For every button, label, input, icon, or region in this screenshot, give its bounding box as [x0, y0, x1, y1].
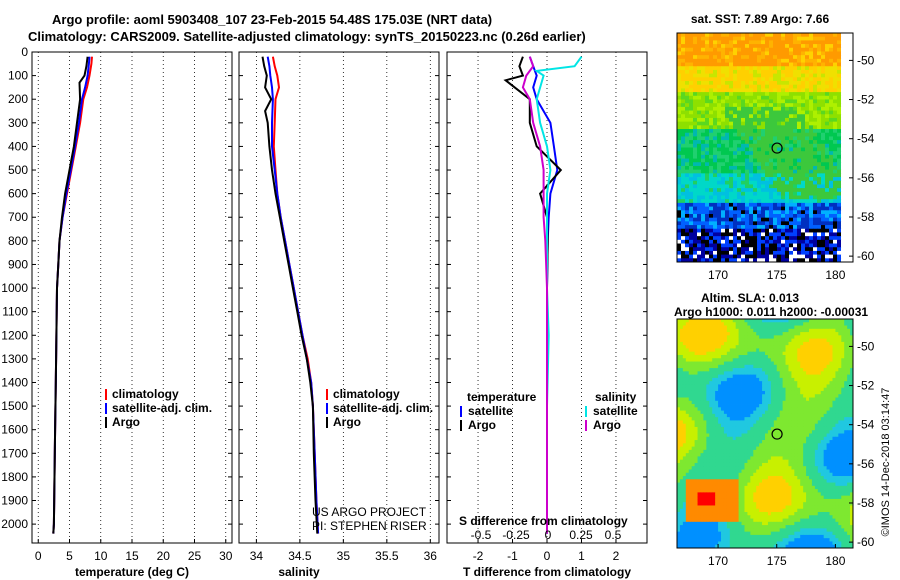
page-title-line1: Argo profile: aoml 5903408_107 23-Feb-20…: [52, 12, 493, 27]
salinity-legend-label: climatology: [333, 387, 400, 401]
sla_map-xtick-label: 170: [708, 554, 728, 568]
difference-xtick-label: 0: [544, 549, 551, 563]
sst_map-xtick-label: 170: [708, 268, 728, 282]
sla-map-title-line2: Argo h1000: 0.011 h2000: -0.00031: [674, 305, 868, 319]
difference-xtick-label: 2: [613, 549, 620, 563]
depth-tick-label: 500: [8, 163, 28, 177]
diff-s-tick-label: -0.5: [471, 528, 492, 542]
depth-tick-label: 1600: [1, 423, 28, 437]
depth-tick-label: 1400: [1, 375, 28, 389]
salinity-xtick-label: 35.5: [375, 549, 399, 563]
salinity-legend-label: Argo: [333, 415, 361, 429]
salinity-legend-label: satellite-adj. clim.: [333, 401, 433, 415]
temperature-xlabel: temperature (deg C): [75, 565, 189, 579]
sla_map-heatmap-grid: [677, 319, 854, 549]
salinity-xtick-label: 35: [337, 549, 351, 563]
sla_map-ytick-label: -50: [857, 339, 875, 353]
sla_map-float-position-marker: [771, 428, 783, 440]
sst_map-xtick-label: 175: [767, 268, 787, 282]
temperature-xtick-label: 10: [94, 549, 108, 563]
sla_map-xtick-label: 180: [825, 554, 845, 568]
sst_map-ytick-label: -50: [857, 53, 875, 67]
sla_map-xtick-label: 175: [767, 554, 787, 568]
salinity-xtick-label: 34.5: [288, 549, 312, 563]
diff-s-tick-label: 0.5: [605, 528, 622, 542]
depth-tick-label: 1200: [1, 328, 28, 342]
sst_map-xtick-label: 180: [825, 268, 845, 282]
difference-series-s-satellite: [533, 56, 583, 534]
temperature-xtick-label: 20: [157, 549, 171, 563]
diff-legend-temperature-label: Argo: [468, 418, 496, 432]
temperature-legend-label: climatology: [112, 387, 179, 401]
depth-tick-label: 2000: [1, 517, 28, 531]
sst_map-ytick-label: -52: [857, 93, 875, 107]
temperature-xtick-label: 30: [219, 549, 233, 563]
depth-tick-label: 300: [8, 116, 28, 130]
diff-legend-temperature-header: temperature: [467, 390, 537, 404]
depth-tick-label: 0: [21, 45, 28, 59]
depth-tick-label: 600: [8, 187, 28, 201]
difference-xtick-label: -2: [473, 549, 484, 563]
temperature-legend-label: Argo: [112, 415, 140, 429]
sst_map-ytick-label: -58: [857, 210, 875, 224]
depth-tick-label: 1300: [1, 352, 28, 366]
difference-xtick-label: -1: [507, 549, 518, 563]
depth-tick-label: 900: [8, 257, 28, 271]
temperature-series-argo: [52, 56, 89, 534]
depth-tick-label: 100: [8, 69, 28, 83]
diff-s-tick-label: 0.25: [569, 528, 593, 542]
sst_map-frame: [676, 32, 854, 263]
temperature-xtick-label: 0: [35, 549, 42, 563]
temperature-xtick-label: 25: [188, 549, 202, 563]
sst_map-ytick-label: -60: [857, 249, 875, 263]
page-title-line2: Climatology: CARS2009. Satellite-adjuste…: [28, 29, 586, 44]
depth-tick-label: 700: [8, 210, 28, 224]
depth-tick-label: 1700: [1, 446, 28, 460]
diff-s-tick-label: -0.25: [502, 528, 530, 542]
credit-project: US ARGO PROJECT: [312, 505, 427, 519]
sst_map-ytick-label: -54: [857, 132, 875, 146]
sst_map-heatmap-grid: [677, 33, 854, 263]
sst-map-title: sat. SST: 7.89 Argo: 7.66: [691, 12, 830, 26]
sla_map-ytick-label: -56: [857, 457, 875, 471]
depth-tick-label: 1100: [2, 305, 28, 319]
depth-tick-label: 400: [8, 139, 28, 153]
depth-tick-label: 1000: [1, 281, 28, 295]
sla_map-frame: [676, 318, 854, 549]
sst_map-float-position-marker: [771, 142, 783, 154]
salinity-xtick-label: 34: [250, 549, 264, 563]
diff-s-axis-label: S difference from climatology: [459, 514, 628, 528]
diff-legend-temperature-label: satellite: [468, 404, 513, 418]
temperature-xtick-label: 5: [66, 549, 73, 563]
depth-tick-label: 1800: [1, 470, 28, 484]
sla_map-ytick-label: -54: [857, 418, 875, 432]
diff-s-tick-label: 0: [545, 528, 552, 542]
difference-series-s-argo: [521, 56, 548, 534]
credit-pi: PI: STEPHEN RISER: [312, 519, 427, 533]
difference-xlabel: T difference from climatology: [463, 565, 631, 579]
salinity-series-argo: [261, 56, 319, 534]
diff-legend-salinity-label: satellite: [593, 404, 638, 418]
salinity-plot-frame: [238, 51, 440, 544]
depth-tick-label: 1900: [1, 494, 28, 508]
temperature-xtick-label: 15: [125, 549, 139, 563]
diff-legend-salinity-label: Argo: [593, 418, 621, 432]
sst_map-ytick-label: -56: [857, 171, 875, 185]
difference-xtick-label: 1: [578, 549, 585, 563]
sla_map-ytick-label: -58: [857, 496, 875, 510]
sla_map-ytick-label: -52: [857, 379, 875, 393]
depth-tick-label: 800: [8, 234, 28, 248]
salinity-xlabel: salinity: [278, 565, 320, 579]
depth-tick-label: 200: [8, 92, 28, 106]
sla-map-title-line1: Altim. SLA: 0.013: [701, 291, 799, 305]
temperature-plot-frame: [31, 51, 233, 544]
imos-stamp: ©IMOS 14-Dec-2018 03:14:47: [880, 388, 892, 537]
salinity-xtick-label: 36: [424, 549, 438, 563]
sla_map-ytick-label: -60: [857, 535, 875, 549]
depth-tick-label: 1500: [1, 399, 28, 413]
temperature-legend-label: satellite-adj. clim.: [112, 401, 212, 415]
diff-legend-salinity-header: salinity: [595, 390, 637, 404]
